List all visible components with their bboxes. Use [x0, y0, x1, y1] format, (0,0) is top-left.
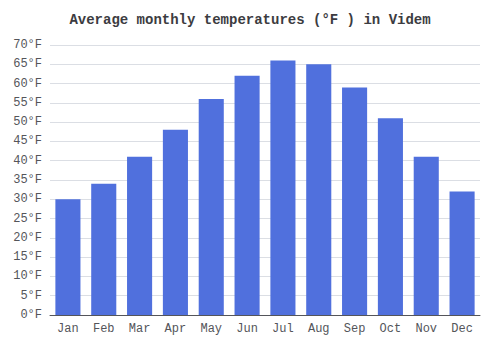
svg-text:25°F: 25°F: [13, 212, 42, 226]
svg-text:20°F: 20°F: [13, 231, 42, 245]
svg-text:Nov: Nov: [415, 322, 437, 336]
svg-text:35°F: 35°F: [13, 173, 42, 187]
svg-text:Average monthly temperatures (: Average monthly temperatures (°F ) in Vi…: [69, 12, 430, 28]
svg-text:May: May: [200, 322, 222, 336]
svg-text:0°F: 0°F: [20, 308, 42, 322]
svg-text:Jun: Jun: [236, 322, 258, 336]
svg-text:70°F: 70°F: [13, 38, 42, 52]
svg-text:15°F: 15°F: [13, 250, 42, 264]
svg-text:5°F: 5°F: [20, 289, 42, 303]
svg-text:Apr: Apr: [165, 322, 187, 336]
svg-text:Dec: Dec: [451, 322, 473, 336]
svg-text:Jan: Jan: [57, 322, 79, 336]
svg-text:Oct: Oct: [380, 322, 402, 336]
svg-text:Sep: Sep: [344, 322, 366, 336]
svg-text:Mar: Mar: [129, 322, 151, 336]
svg-text:60°F: 60°F: [13, 77, 42, 91]
svg-text:30°F: 30°F: [13, 192, 42, 206]
svg-text:45°F: 45°F: [13, 134, 42, 148]
svg-text:65°F: 65°F: [13, 57, 42, 71]
svg-text:40°F: 40°F: [13, 154, 42, 168]
svg-text:Feb: Feb: [93, 322, 115, 336]
svg-text:55°F: 55°F: [13, 96, 42, 110]
svg-text:Jul: Jul: [272, 322, 294, 336]
svg-text:10°F: 10°F: [13, 269, 42, 283]
svg-text:50°F: 50°F: [13, 115, 42, 129]
svg-text:Aug: Aug: [308, 322, 330, 336]
